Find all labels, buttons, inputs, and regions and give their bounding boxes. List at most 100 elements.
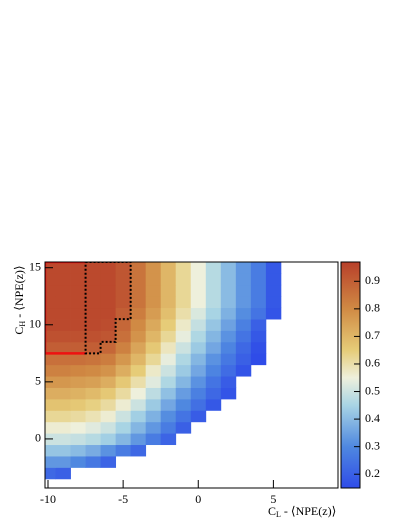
cell xyxy=(70,296,86,309)
cell xyxy=(70,364,86,377)
cell xyxy=(85,364,101,377)
cell xyxy=(175,284,192,297)
plot-frame xyxy=(44,261,339,489)
cell xyxy=(175,364,192,377)
cell xyxy=(235,341,252,354)
y-label-main: C xyxy=(12,327,26,335)
cell xyxy=(130,284,147,297)
cell xyxy=(220,273,237,286)
cell xyxy=(190,387,207,400)
cell xyxy=(100,421,117,434)
cell xyxy=(70,262,86,274)
cell xyxy=(205,398,222,411)
cell xyxy=(175,421,192,434)
cell xyxy=(160,341,177,354)
cell xyxy=(220,330,237,343)
cell xyxy=(100,330,117,343)
cell xyxy=(190,364,207,377)
cell xyxy=(235,273,252,286)
cell xyxy=(85,330,101,343)
cell xyxy=(190,376,207,388)
cell xyxy=(190,284,207,297)
x-label-main: C xyxy=(268,504,276,518)
cell xyxy=(45,467,56,480)
colorbar-tick-label: 0.7 xyxy=(365,328,380,342)
cell xyxy=(115,444,132,457)
y-tick-label: 0 xyxy=(35,431,41,445)
cell xyxy=(55,330,71,343)
cell xyxy=(70,444,86,457)
cell xyxy=(235,353,252,366)
cell xyxy=(45,341,56,354)
cell xyxy=(100,364,117,377)
cell xyxy=(70,319,86,331)
cell xyxy=(235,262,252,274)
cell xyxy=(130,421,147,434)
cell xyxy=(130,398,147,411)
cell xyxy=(190,319,207,331)
cell xyxy=(145,421,162,434)
cell xyxy=(220,353,237,366)
cell xyxy=(130,376,147,388)
cell xyxy=(55,296,71,309)
cell xyxy=(45,273,56,286)
cell xyxy=(55,387,71,400)
cell xyxy=(100,262,117,274)
cell xyxy=(265,262,282,274)
cell xyxy=(205,319,222,331)
cell xyxy=(250,307,267,320)
colorbar-tick-label: 0.9 xyxy=(365,273,380,287)
cell xyxy=(55,319,71,331)
cell xyxy=(250,353,267,366)
cell xyxy=(130,433,147,446)
cell xyxy=(85,284,101,297)
cell xyxy=(175,330,192,343)
cell xyxy=(250,284,267,297)
cell xyxy=(145,353,162,366)
cell xyxy=(100,319,117,331)
cell xyxy=(45,410,56,423)
cell xyxy=(205,353,222,366)
cell xyxy=(70,376,86,388)
x-axis-label: CL - ⟨NPE(z)⟩ xyxy=(268,504,336,519)
cell xyxy=(70,330,86,343)
cell xyxy=(220,296,237,309)
cell xyxy=(205,330,222,343)
cell xyxy=(250,273,267,286)
cell xyxy=(70,410,86,423)
cell xyxy=(250,319,267,331)
cell xyxy=(85,262,101,274)
cell xyxy=(160,376,177,388)
cell xyxy=(115,376,132,388)
cell xyxy=(85,353,101,366)
cell xyxy=(70,273,86,286)
cell xyxy=(55,444,71,457)
cell xyxy=(55,421,71,434)
cell xyxy=(55,376,71,388)
cell xyxy=(55,307,71,320)
cell xyxy=(250,262,267,274)
cell xyxy=(160,421,177,434)
cell xyxy=(45,307,56,320)
cell xyxy=(145,364,162,377)
cell xyxy=(265,284,282,297)
contours xyxy=(45,262,132,355)
cell xyxy=(100,353,117,366)
cell xyxy=(130,319,147,331)
cell xyxy=(130,296,147,309)
cell xyxy=(175,307,192,320)
cell xyxy=(100,273,117,286)
x-label-rest: - ⟨NPE(z)⟩ xyxy=(281,504,336,518)
colorbar-tick-label: 0.3 xyxy=(365,438,380,452)
cell xyxy=(235,296,252,309)
cell xyxy=(130,330,147,343)
y-axis-label: CH - ⟨NPE(z)⟩ xyxy=(12,265,27,334)
cell xyxy=(45,421,56,434)
cell xyxy=(235,364,252,377)
cell xyxy=(160,273,177,286)
cell xyxy=(145,387,162,400)
cell xyxy=(115,262,132,274)
cell xyxy=(265,296,282,309)
cell xyxy=(145,262,162,274)
